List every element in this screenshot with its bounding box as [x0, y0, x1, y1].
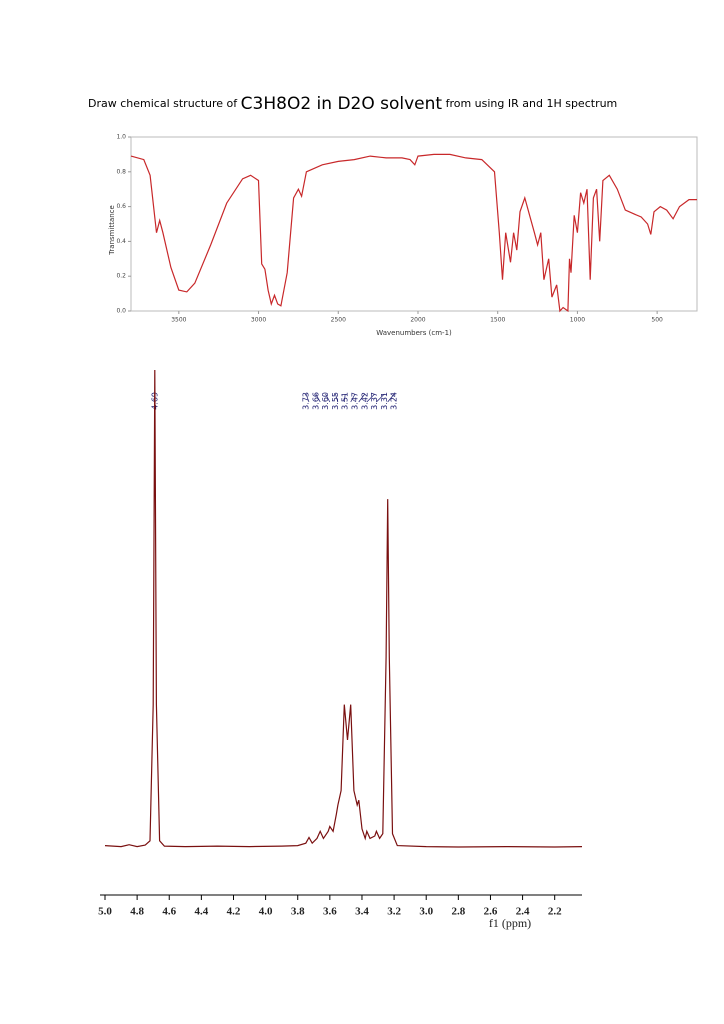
peak-connector [366, 393, 375, 403]
peak-label: 3.51 [341, 392, 350, 410]
peak-label: 3.55 [331, 392, 340, 410]
peak-connector [376, 393, 385, 403]
peak-label: 3.47 [351, 392, 360, 410]
x-axis-label: f1 (ppm) [489, 916, 531, 930]
ir-frame [130, 136, 698, 312]
x-tick-label: 3.6 [323, 906, 337, 918]
x-tick-label: 1000 [570, 317, 585, 324]
title-part: Draw chemical structure of [88, 97, 241, 110]
x-tick-label: 500 [651, 317, 663, 324]
x-tick-label: 3.8 [291, 906, 305, 918]
spectrum-line [104, 369, 583, 848]
title: Draw chemical structure of C3H8O2 in D2O… [88, 94, 617, 114]
peak-connector [350, 393, 356, 403]
x-tick-label: 4.6 [162, 906, 176, 918]
y-tick-label: 0.8 [116, 168, 126, 175]
title-part: C3H8O2 in D2O solvent [241, 94, 443, 114]
x-tick-label: 1500 [490, 317, 505, 324]
x-tick-label: 3.4 [355, 906, 369, 918]
y-tick-label: 1.0 [116, 134, 126, 141]
x-tick-label: 2.8 [451, 906, 465, 918]
x-tick-label: 4.4 [194, 906, 208, 918]
peak-connector [325, 393, 331, 403]
x-tick-label: 4.8 [130, 906, 144, 918]
peak-connector [335, 393, 339, 403]
peak-label: 3.37 [370, 392, 379, 410]
peak-label: 3.24 [390, 392, 399, 410]
x-tick-label: 2.2 [548, 906, 562, 918]
x-tick-label: 5.0 [98, 906, 112, 918]
peak-label: 3.66 [311, 392, 320, 410]
y-tick-label: 0.4 [116, 238, 126, 245]
peak-label: 3.42 [360, 392, 369, 410]
x-axis-label: Wavenumbers (cm-1) [376, 329, 452, 337]
peak-connector [343, 393, 346, 403]
y-axis-label: Transmittance [108, 205, 116, 256]
peak-connector [358, 393, 366, 403]
peak-connector [305, 393, 310, 403]
spectrum-line [130, 153, 697, 313]
x-tick-label: 2.4 [516, 906, 530, 918]
y-tick-label: 0.0 [116, 308, 126, 315]
y-tick-label: 0.2 [116, 273, 126, 280]
x-tick-label: 4.2 [227, 906, 241, 918]
x-tick-label: 4.0 [259, 906, 273, 918]
peak-label: 3.73 [302, 392, 311, 410]
y-tick-label: 0.6 [116, 203, 126, 210]
x-tick-label: 3.0 [419, 906, 433, 918]
x-tick-label: 2500 [331, 317, 346, 324]
peak-label: 3.31 [380, 392, 389, 410]
x-tick-label: 2000 [410, 317, 425, 324]
peak-connector [387, 393, 395, 403]
peak-connector [315, 393, 321, 403]
x-tick-label: 3500 [171, 317, 186, 324]
title-part: from using IR and 1H spectrum [442, 97, 617, 110]
x-tick-label: 3000 [251, 317, 266, 324]
x-tick-label: 3.2 [387, 906, 401, 918]
peak-label: 3.60 [321, 392, 330, 410]
x-tick-label: 2.6 [484, 906, 498, 918]
